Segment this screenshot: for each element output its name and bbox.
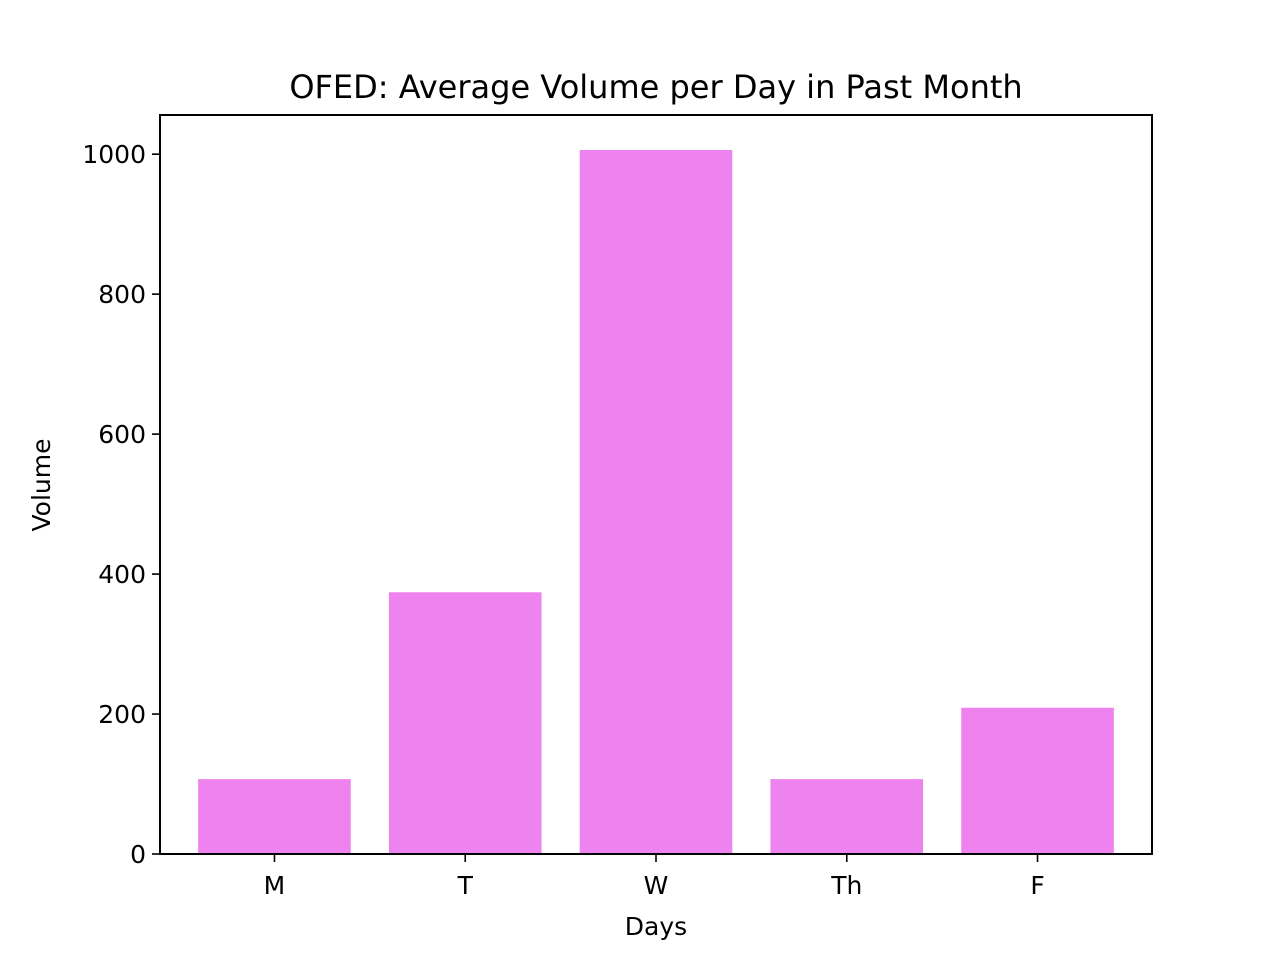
- x-tick-label: W: [644, 871, 669, 900]
- x-tick-label: T: [457, 871, 474, 900]
- bar-m: [198, 779, 351, 854]
- y-tick-label: 200: [98, 700, 146, 729]
- x-axis-ticks: M T W Th F: [264, 854, 1045, 900]
- y-axis-ticks: 0 200 400 600 800 1000: [82, 140, 160, 869]
- bar-t: [388, 592, 542, 854]
- y-axis-label: Volume: [27, 439, 56, 532]
- chart-title: OFED: Average Volume per Day in Past Mon…: [289, 68, 1022, 106]
- x-tick-label: M: [264, 871, 286, 900]
- bar-th: [770, 779, 924, 854]
- y-tick-label: 600: [98, 420, 146, 449]
- x-tick-label: F: [1030, 871, 1044, 900]
- bar-f: [961, 707, 1114, 854]
- x-tick-label: Th: [830, 871, 862, 900]
- y-tick-label: 800: [98, 280, 146, 309]
- y-tick-label: 1000: [82, 140, 146, 169]
- y-tick-label: 0: [130, 840, 146, 869]
- y-tick-label: 400: [98, 560, 146, 589]
- x-axis-label: Days: [625, 912, 687, 941]
- bar-w: [579, 149, 733, 854]
- bar-group: [198, 149, 1114, 854]
